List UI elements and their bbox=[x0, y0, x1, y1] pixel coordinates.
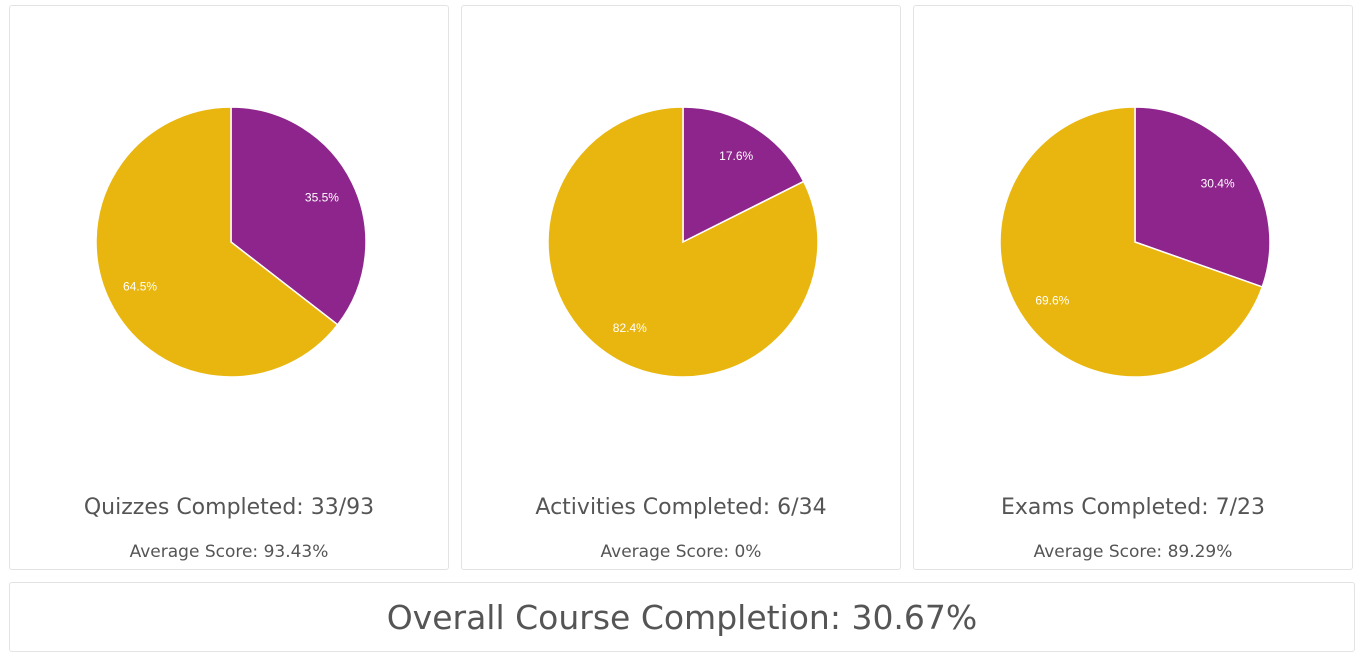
slice-label: 17.6% bbox=[719, 149, 753, 163]
remaining-slice bbox=[95, 106, 339, 378]
exams-card: 30.4% 69.6% Exams Completed: 7/23 Average… bbox=[913, 5, 1353, 570]
activities-average: Average Score: 0% bbox=[600, 542, 762, 562]
slice-label: 30.4% bbox=[1201, 177, 1235, 191]
exams-average: Average Score: 89.29% bbox=[1033, 542, 1233, 562]
slice-label: 35.5% bbox=[305, 190, 339, 204]
activities-pie: 17.6% 82.4% bbox=[547, 106, 819, 378]
remaining-slice bbox=[547, 106, 819, 378]
quizzes-title: Quizzes Completed: 33/93 bbox=[83, 495, 375, 520]
slice-label: 69.6% bbox=[1035, 293, 1069, 307]
remaining-slice bbox=[999, 106, 1264, 378]
slice-label: 82.4% bbox=[613, 321, 647, 335]
completed-slice bbox=[230, 106, 367, 326]
quizzes-average: Average Score: 93.43% bbox=[129, 542, 329, 562]
activities-title: Activities Completed: 6/34 bbox=[535, 495, 827, 520]
activities-card: 17.6% 82.4% Activities Completed: 6/34 Av… bbox=[461, 5, 901, 570]
quizzes-pie: 35.5% 64.5% bbox=[95, 106, 367, 378]
exams-pie: 30.4% 69.6% bbox=[999, 106, 1271, 378]
completed-slice bbox=[1134, 106, 1271, 288]
completed-slice bbox=[682, 106, 805, 244]
quizzes-card: 35.5% 64.5% Quizzes Completed: 33/93 Aver… bbox=[9, 5, 449, 570]
overall-completion: Overall Course Completion: 30.67% bbox=[9, 582, 1355, 652]
slice-label: 64.5% bbox=[123, 280, 157, 294]
exams-title: Exams Completed: 7/23 bbox=[1000, 495, 1266, 520]
